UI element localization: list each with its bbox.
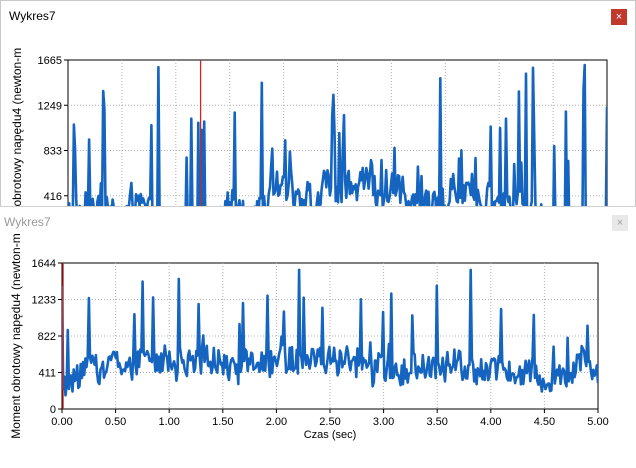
window-title: Wykres7 <box>9 9 56 23</box>
y-tick-label: 411 <box>38 368 56 380</box>
window-titlebar[interactable]: Wykres7 × <box>0 207 636 237</box>
close-icon[interactable]: × <box>611 9 627 25</box>
y-axis-title: Moment obrotowy napędu4 (newton-m <box>9 233 23 438</box>
x-tick-label: 4.50 <box>534 416 555 428</box>
torque-chart-1: 041683312491665Moment obrotowy napędu4 (… <box>10 48 608 208</box>
x-tick-label: 3.00 <box>373 416 394 428</box>
window-title: Wykres7 <box>4 215 51 229</box>
y-tick-label: 416 <box>44 191 62 203</box>
x-tick-label: 1.00 <box>158 416 179 428</box>
y-tick-label: 0 <box>50 404 56 416</box>
close-icon[interactable]: × <box>612 215 628 231</box>
x-tick-label: 0.50 <box>105 416 126 428</box>
y-tick-label: 1233 <box>32 295 56 307</box>
torque-chart-2: 0 411 822 1233 1644 0.00 0.50 1.00 1.50 2.00 2.50 3… <box>9 233 609 441</box>
x-axis-title: Czas (sec) <box>304 429 357 441</box>
x-tick-label: 2.50 <box>319 416 340 428</box>
plot-window-1[interactable]: Wykres7 × 041683312491665Moment obrotowy… <box>0 0 636 208</box>
plot-window-2[interactable]: Wykres7 × 0 411 822 1233 1644 0.00 0.50 1.00 1.5… <box>0 206 636 468</box>
x-tick-label: 0.00 <box>51 416 72 428</box>
series-line <box>68 63 607 207</box>
x-tick-label: 3.50 <box>426 416 447 428</box>
y-axis-title: Moment obrotowy napędu4 (newton-m <box>10 48 24 208</box>
x-tick-label: 1.50 <box>212 416 233 428</box>
series-line <box>62 268 598 397</box>
window-titlebar[interactable]: Wykres7 × <box>1 1 635 31</box>
x-tick-label: 4.00 <box>480 416 501 428</box>
y-tick-label: 1644 <box>32 258 56 270</box>
x-tick-label: 5.00 <box>587 416 608 428</box>
y-tick-label: 1665 <box>38 55 62 67</box>
y-tick-label: 1249 <box>38 100 62 112</box>
y-tick-label: 833 <box>44 146 62 158</box>
x-tick-label: 2.00 <box>266 416 287 428</box>
y-tick-label: 822 <box>38 331 56 343</box>
